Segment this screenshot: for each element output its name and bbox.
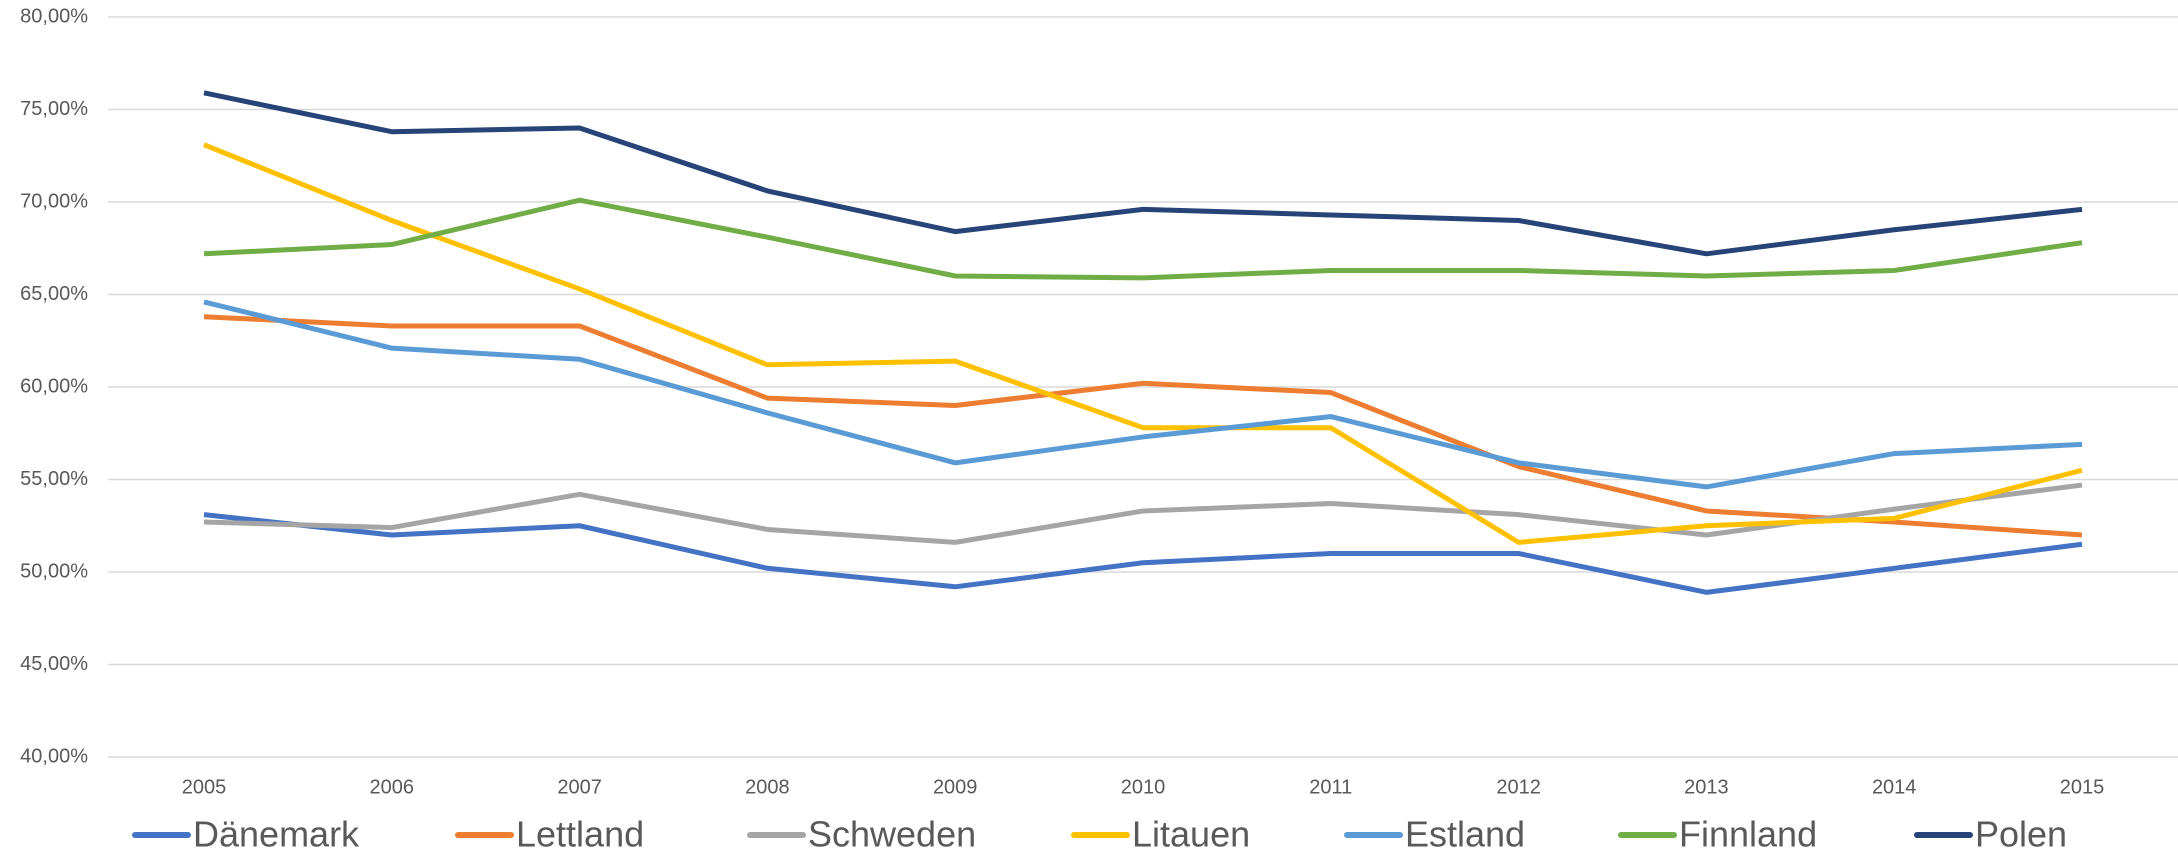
x-tick-label: 2012: [1496, 776, 1541, 798]
series-line: [203, 90, 2083, 257]
y-tick-label: 65,00%: [20, 283, 88, 305]
series-line: [203, 197, 2083, 281]
y-tick-label: 70,00%: [20, 190, 88, 212]
x-tick-label: 2011: [1309, 776, 1352, 798]
series-line: [203, 512, 2083, 595]
x-tick-label: 2010: [1121, 776, 1166, 798]
y-tick-label: 45,00%: [20, 653, 88, 675]
series-line: [203, 299, 2083, 490]
legend-label: Lettland: [516, 814, 644, 854]
legend-label: Schweden: [808, 814, 976, 854]
y-tick-label: 40,00%: [20, 745, 88, 767]
legend-label: Dänemark: [193, 814, 360, 854]
x-tick-label: 2008: [745, 776, 790, 798]
series-line: [203, 142, 2083, 545]
y-tick-label: 60,00%: [20, 375, 88, 397]
legend-label: Finnland: [1679, 814, 1817, 854]
x-tick-label: 2014: [1872, 776, 1917, 798]
x-tick-label: 2015: [2060, 776, 2105, 798]
x-tick-label: 2007: [557, 776, 602, 798]
x-tick-label: 2006: [370, 776, 415, 798]
legend-label: Litauen: [1132, 814, 1250, 854]
y-tick-label: 55,00%: [20, 468, 88, 490]
x-tick-label: 2009: [933, 776, 978, 798]
legend-label: Estland: [1405, 814, 1525, 854]
x-tick-label: 2013: [1684, 776, 1729, 798]
legend-label: Polen: [1975, 814, 2067, 854]
x-tick-label: 2005: [182, 776, 227, 798]
series-line: [203, 314, 2083, 538]
y-tick-label: 80,00%: [20, 5, 88, 27]
series-line: [203, 482, 2083, 545]
y-tick-label: 75,00%: [20, 98, 88, 120]
y-tick-label: 50,00%: [20, 560, 88, 582]
